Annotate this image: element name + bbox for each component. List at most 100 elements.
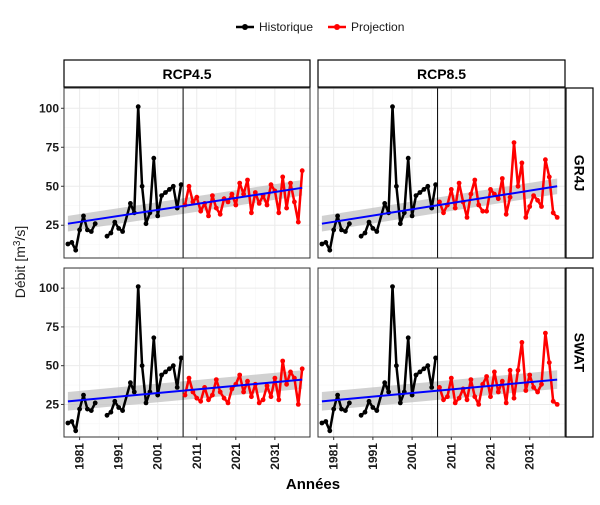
historique-point — [433, 182, 438, 188]
historique-point — [362, 230, 368, 236]
column-strip-box — [63, 59, 311, 88]
projection-point — [523, 215, 529, 220]
legend-key-point — [334, 24, 340, 30]
projection-point — [499, 176, 505, 181]
projection-point — [515, 367, 521, 373]
projection-point — [190, 199, 196, 205]
historique-point — [327, 247, 333, 253]
trend-line — [67, 378, 303, 403]
projection-point — [546, 360, 552, 365]
projection-point — [252, 190, 258, 195]
historique-point — [104, 233, 110, 239]
projection-point — [539, 204, 544, 209]
x-tick-label: 2001 — [151, 443, 165, 470]
historique-point — [429, 385, 435, 390]
historique-point — [167, 187, 172, 192]
projection-point — [499, 378, 505, 384]
historique-point — [417, 369, 423, 375]
projection-point — [256, 201, 262, 206]
projection-point — [484, 208, 489, 214]
projection-point — [437, 199, 442, 205]
projection-point — [245, 378, 250, 384]
projection-point — [546, 174, 552, 180]
historique-point — [131, 389, 137, 395]
projection-point — [543, 157, 548, 163]
historique-point — [112, 398, 118, 404]
x-tick-label: 2021 — [229, 443, 243, 470]
projection-point — [249, 210, 254, 216]
column-strip-label: RCP4.5 — [162, 66, 211, 82]
projection-point — [249, 394, 254, 400]
projection-point — [519, 160, 525, 166]
trend-line — [67, 186, 303, 225]
projection-point — [272, 375, 278, 381]
panel-border — [317, 267, 566, 438]
historique-point — [92, 400, 98, 406]
projection-point — [452, 205, 458, 211]
historique-point — [81, 213, 86, 219]
panel-background — [318, 88, 565, 258]
historique-point — [319, 420, 325, 426]
historique-point — [362, 409, 368, 415]
historique-point — [127, 201, 133, 206]
projection-point — [484, 374, 489, 379]
panel-rcp85-gr4j — [313, 87, 566, 259]
historique-point — [88, 229, 94, 234]
legend-label: Projection — [351, 20, 404, 34]
historique-point — [409, 213, 415, 219]
legend: Historique Projection — [236, 20, 404, 34]
historique-point — [73, 428, 79, 434]
projection-point — [539, 381, 544, 387]
projection-point — [186, 375, 192, 381]
historique-point — [127, 380, 133, 386]
projection-point — [268, 182, 274, 188]
projection-point — [280, 358, 286, 364]
projection-point — [299, 366, 305, 372]
historique-point — [85, 227, 90, 233]
projection-point — [233, 202, 239, 208]
projection-point — [495, 389, 501, 395]
projection-point — [527, 204, 533, 209]
historique-point — [386, 389, 391, 395]
projection-point — [507, 194, 513, 200]
projection-point — [276, 210, 282, 216]
historique-point — [425, 363, 431, 369]
projection-point — [452, 400, 458, 406]
column-strip: RCP4.5 — [63, 59, 311, 88]
historique-point — [394, 183, 399, 189]
historique-point — [135, 104, 141, 110]
projection-point — [448, 375, 454, 381]
projection-point — [217, 211, 223, 217]
projection-point — [210, 392, 215, 398]
historique-point — [413, 372, 419, 378]
historique-point — [170, 363, 176, 369]
projection-point — [237, 372, 243, 378]
historique-point — [174, 385, 180, 390]
y-tick-label: 100 — [39, 281, 59, 295]
historique-point — [417, 190, 423, 195]
historique-point — [331, 406, 337, 412]
projection-point — [523, 388, 529, 393]
projection-point — [186, 183, 192, 189]
row-strip-box — [565, 87, 594, 259]
historique-point — [370, 226, 376, 231]
y-tick-label: 50 — [46, 179, 60, 193]
projection-point — [554, 402, 560, 407]
historique-point — [155, 213, 161, 219]
panel-border — [63, 267, 311, 438]
projection-point — [468, 377, 474, 382]
projection-point — [280, 174, 286, 180]
projection-point — [229, 386, 235, 392]
historique-point — [347, 221, 352, 227]
projection-point — [194, 194, 200, 200]
projection-point — [492, 369, 497, 375]
projection-point — [217, 389, 223, 395]
projection-point — [213, 205, 219, 211]
projection-point — [550, 210, 556, 216]
historique-point — [143, 400, 149, 406]
historique-point — [151, 335, 157, 341]
projection-point — [464, 397, 470, 403]
projection-point — [182, 392, 188, 398]
x-tick-label: 1981 — [73, 443, 87, 470]
legend-key-point — [242, 24, 248, 30]
